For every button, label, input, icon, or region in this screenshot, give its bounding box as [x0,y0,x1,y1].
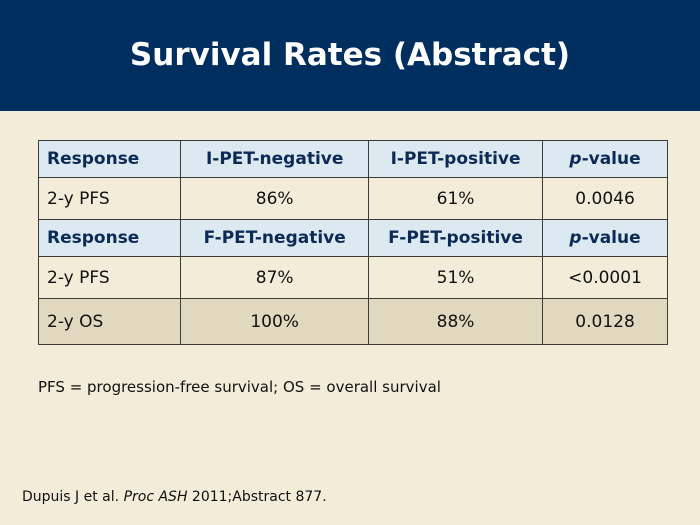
header-f-pet-negative: F-PET-negative [180,219,370,257]
citation-authors: Dupuis J et al. [22,489,120,505]
header-response: Response [37,219,182,257]
cell-p-value: <0.0001 [542,256,668,299]
cell-p-value: 0.0046 [542,177,668,220]
survival-table: Response I-PET-negative I-PET-positive p… [37,140,668,345]
citation: Dupuis J et al. Proc ASH 2011;Abstract 8… [22,489,327,505]
header-p-value: p-value [542,140,668,178]
p-value-suffix: -value [581,228,641,248]
header-i-pet-positive: I-PET-positive [368,140,544,178]
p-italic: p [569,228,582,248]
table-header-row: Response I-PET-negative I-PET-positive p… [37,140,668,178]
row-label: 2-y PFS [37,177,182,220]
cell-p-value: 0.0128 [542,298,668,345]
p-italic: p [569,149,582,169]
cell-positive: 51% [368,256,544,299]
cell-positive: 61% [368,177,544,220]
header-response: Response [37,140,182,178]
cell-negative: 100% [180,298,370,345]
cell-negative: 87% [180,256,370,299]
row-label: 2-y OS [37,298,182,345]
table-row: 2-y PFS 87% 51% <0.0001 [37,256,668,299]
table-header-row: Response F-PET-negative F-PET-positive p… [37,219,668,257]
citation-details: 2011;Abstract 877. [191,489,327,505]
row-label: 2-y PFS [37,256,182,299]
table-row: 2-y OS 100% 88% 0.0128 [37,298,668,345]
table-row: 2-y PFS 86% 61% 0.0046 [37,177,668,220]
header-p-value: p-value [542,219,668,257]
header-i-pet-negative: I-PET-negative [180,140,370,178]
citation-journal: Proc ASH [123,489,188,505]
cell-positive: 88% [368,298,544,345]
abbreviation-footnote: PFS = progression-free survival; OS = ov… [38,378,441,396]
header-f-pet-positive: F-PET-positive [368,219,544,257]
cell-negative: 86% [180,177,370,220]
p-value-suffix: -value [581,149,641,169]
slide-title: Survival Rates (Abstract) [129,36,571,73]
title-bar: Survival Rates (Abstract) [0,0,700,111]
